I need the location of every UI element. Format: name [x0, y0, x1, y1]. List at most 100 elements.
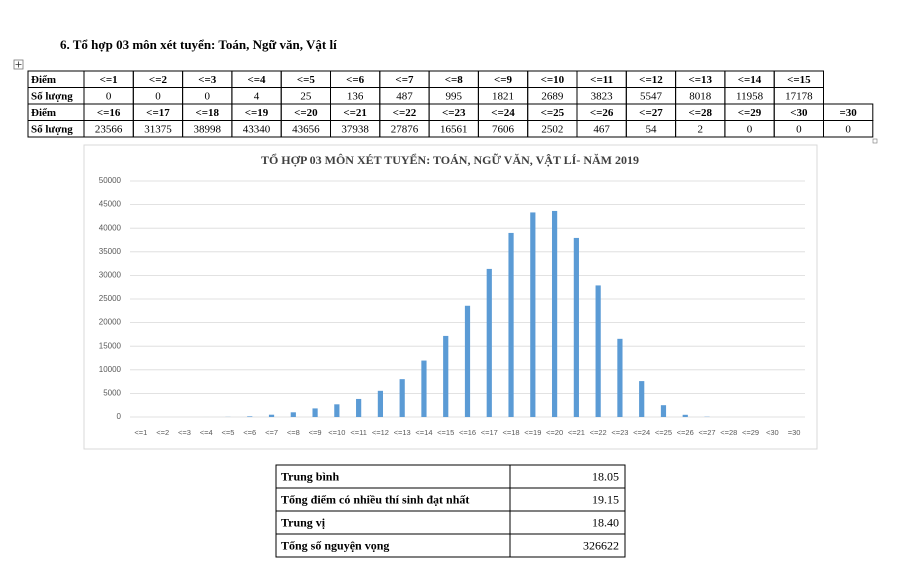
x-tick-label: <=16: [459, 428, 476, 437]
score-label: =30: [840, 107, 858, 119]
count-value: Số lượng: [31, 90, 73, 102]
x-tick-label: <=8: [287, 428, 300, 437]
bar: [247, 416, 253, 417]
count-value: 37938: [341, 123, 369, 135]
score-label: <30: [790, 107, 808, 119]
y-tick-label: 20000: [99, 318, 122, 327]
count-value: 1821: [492, 90, 514, 102]
x-tick-label: <=29: [742, 428, 759, 437]
count-value: Số lượng: [31, 123, 73, 135]
count-value: 11958: [736, 90, 764, 102]
score-label: <=5: [297, 74, 316, 86]
score-label: <=27: [639, 107, 663, 119]
score-label: <=23: [442, 107, 466, 119]
score-label: <=29: [738, 107, 762, 119]
score-label: <=18: [195, 107, 219, 119]
score-label: <=16: [97, 107, 121, 119]
x-tick-label: <=9: [309, 428, 322, 437]
x-tick-label: <=19: [524, 428, 541, 437]
bar: [356, 398, 362, 417]
score-label: <=22: [393, 107, 417, 119]
count-value: 0: [796, 123, 802, 135]
summary-value: 18.05: [592, 469, 619, 483]
x-tick-label: <=23: [611, 428, 628, 437]
score-label: Điểm: [31, 107, 56, 119]
count-value: 23566: [95, 123, 123, 135]
y-tick-label: 30000: [99, 271, 122, 280]
bar: [573, 237, 579, 417]
x-tick-label: <=7: [265, 428, 278, 437]
table-handle[interactable]: [13, 59, 24, 70]
x-tick-label: <=17: [481, 428, 498, 437]
x-tick-label: <=1: [134, 428, 147, 437]
score-label: <=19: [245, 107, 269, 119]
count-value: 136: [347, 90, 364, 102]
score-label: <=17: [146, 107, 170, 119]
x-tick-label: <=28: [720, 428, 737, 437]
score-label: <=28: [688, 107, 712, 119]
score-label: <=24: [491, 107, 515, 119]
bar: [290, 412, 296, 417]
score-label: <=14: [738, 74, 762, 86]
table-cell: [823, 120, 874, 138]
bar: [486, 268, 492, 417]
count-value: 995: [446, 90, 463, 102]
y-tick-label: 45000: [99, 200, 122, 209]
bar: [530, 212, 536, 417]
score-label: <=9: [494, 74, 513, 86]
summary-value: 18.40: [592, 515, 619, 529]
count-value: 0: [845, 123, 851, 135]
summary-value: 19.15: [592, 492, 619, 506]
resize-handle: [872, 138, 878, 144]
y-tick-label: 35000: [99, 247, 122, 256]
count-value: 16561: [440, 123, 468, 135]
count-value: 27876: [391, 123, 419, 135]
x-tick-label: <=22: [590, 428, 607, 437]
x-tick-label: <=5: [222, 428, 235, 437]
x-tick-label: <=13: [394, 428, 411, 437]
y-tick-label: 40000: [99, 223, 122, 232]
score-label: <=12: [639, 74, 663, 86]
y-tick-label: 10000: [99, 365, 122, 374]
bar: [682, 414, 688, 417]
count-value: 54: [645, 123, 657, 135]
count-value: 487: [396, 90, 413, 102]
bar: [508, 232, 514, 417]
x-tick-label: <=18: [502, 428, 519, 437]
score-label: <=25: [541, 107, 565, 119]
score-label: <=13: [688, 74, 712, 86]
count-value: 17178: [785, 90, 813, 102]
bar: [421, 360, 427, 417]
bar: [268, 414, 275, 417]
bar: [377, 390, 384, 417]
count-value: 0: [205, 90, 211, 102]
score-label: <=26: [590, 107, 614, 119]
x-tick-label: <=21: [568, 428, 585, 437]
x-tick-label: <=24: [633, 428, 650, 437]
score-label: <=11: [590, 74, 613, 86]
x-tick-label: <=6: [243, 428, 256, 437]
bar: [443, 335, 449, 417]
score-label: <=2: [149, 74, 168, 86]
x-tick-label: <=26: [677, 428, 694, 437]
summary-label: Tổng số nguyện vọng: [281, 538, 389, 552]
count-value: 43340: [243, 123, 271, 135]
count-value: 467: [593, 123, 610, 135]
score-label: <=15: [787, 74, 811, 86]
count-value: 2689: [541, 90, 564, 102]
count-value: 5547: [640, 90, 663, 102]
count-value: 4: [254, 90, 260, 102]
summary-label: Tổng điểm có nhiều thí sinh đạt nhất: [281, 492, 469, 506]
heading: 6. Tổ hợp 03 môn xét tuyển: Toán, Ngữ vă…: [60, 37, 337, 52]
count-value: 0: [747, 123, 753, 135]
count-value: 2502: [541, 123, 563, 135]
count-value: 0: [106, 90, 112, 102]
score-label: <=3: [198, 74, 217, 86]
count-value: 3823: [591, 90, 614, 102]
chart-title: TỔ HỢP 03 MÔN XÉT TUYỂN: TOÁN, NGỮ VĂN, …: [261, 152, 639, 167]
count-value: 43656: [292, 123, 320, 135]
bar: [617, 338, 623, 417]
count-value: 31375: [144, 123, 172, 135]
count-value: 25: [300, 90, 312, 102]
